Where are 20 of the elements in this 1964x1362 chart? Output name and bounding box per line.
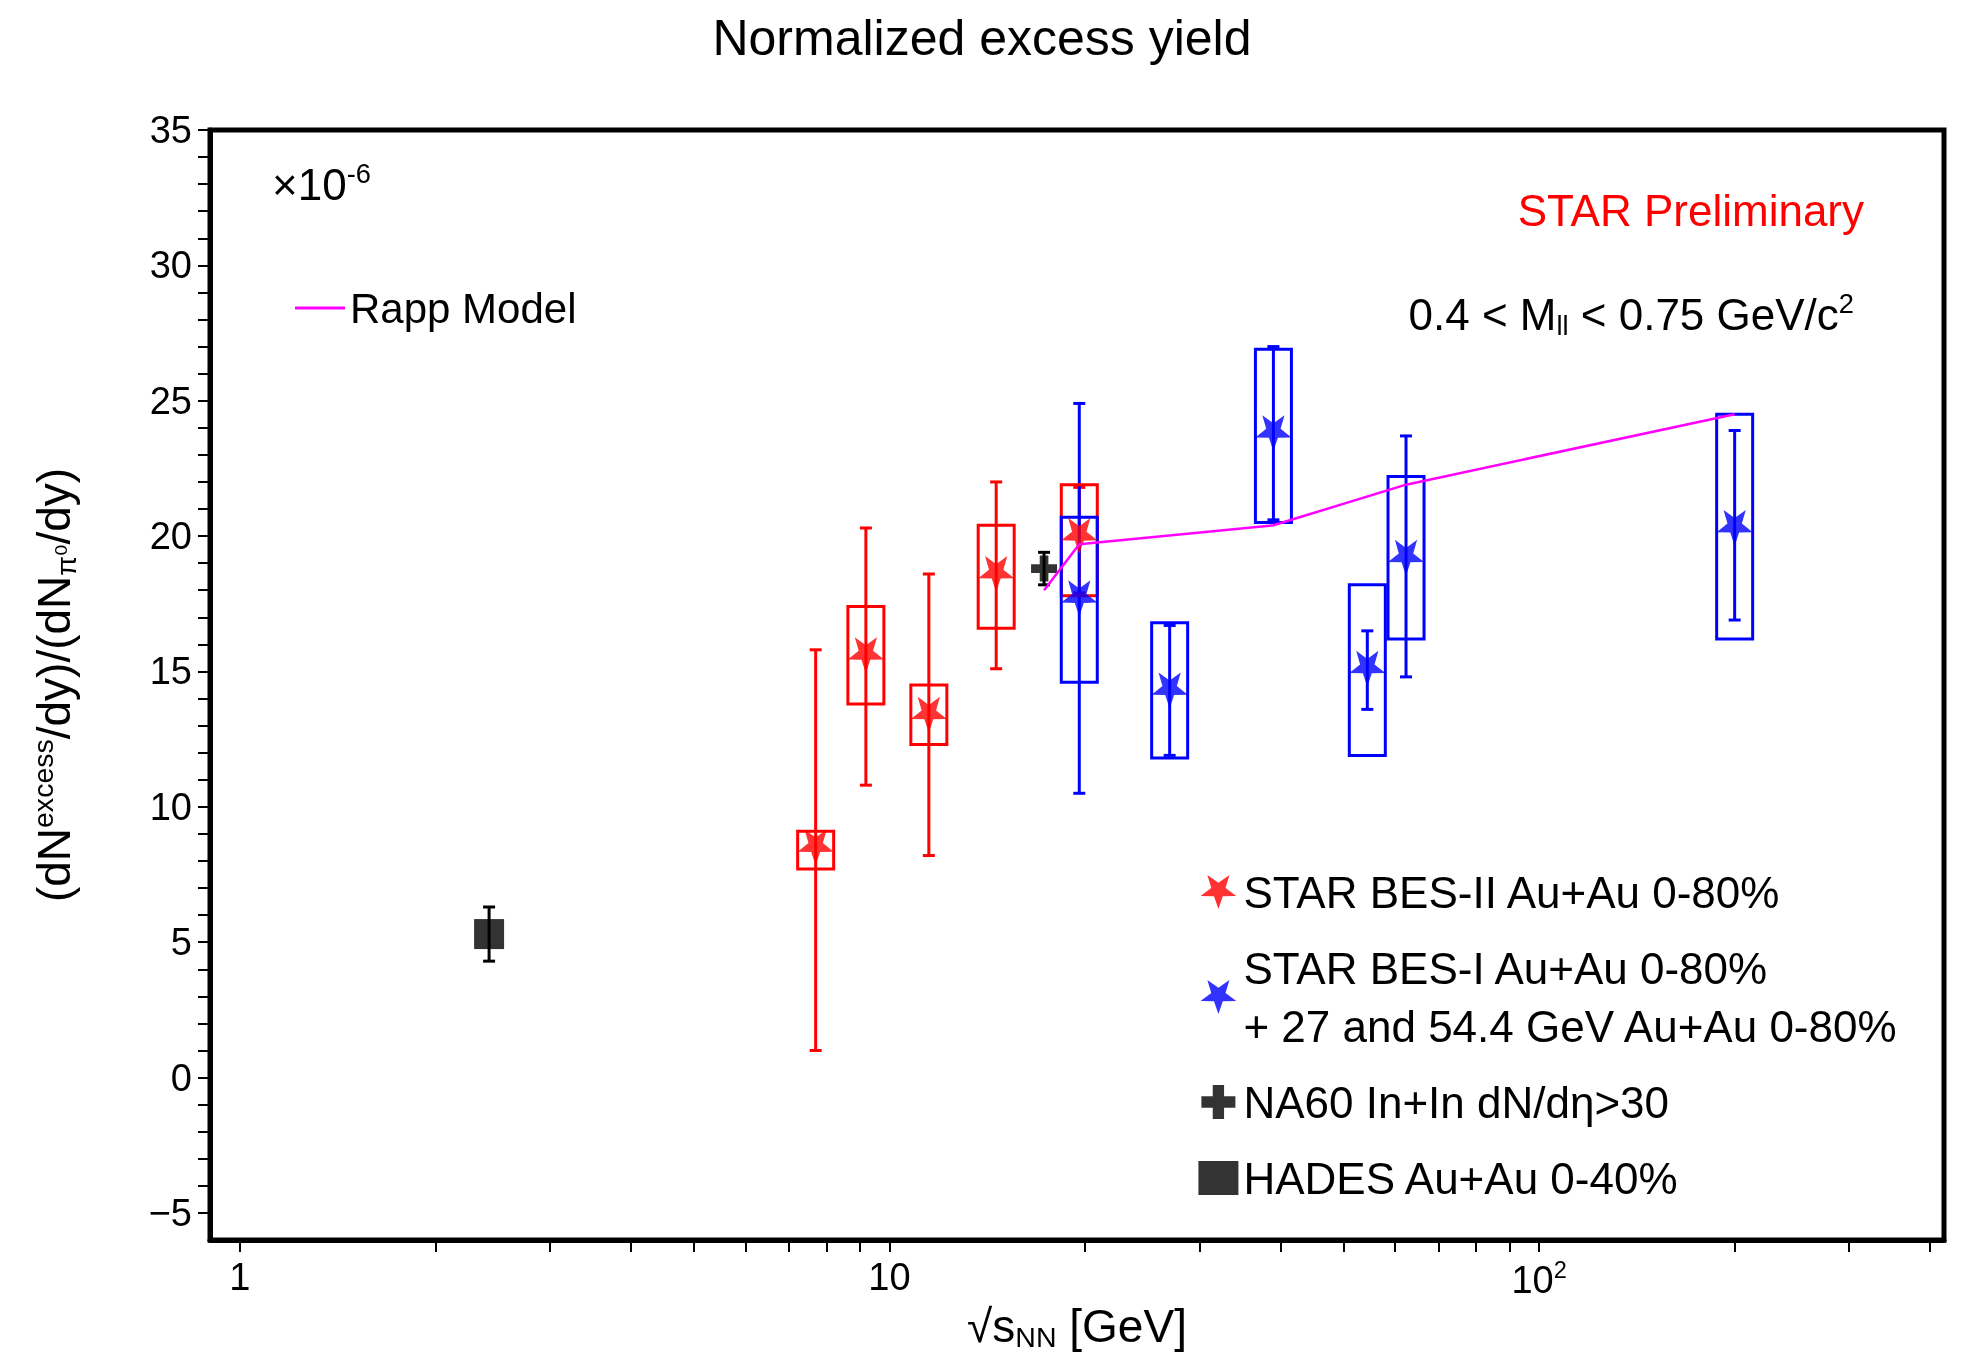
legend-label: STAR BES-II Au+Au 0-80% [1243, 867, 1780, 917]
chart-title: Normalized excess yield [712, 10, 1252, 66]
y-tick-label: 15 [149, 650, 192, 693]
y-tick-label: 5 [170, 921, 192, 964]
y-tick-label: 25 [149, 379, 192, 422]
y-tick-label: 0 [170, 1056, 192, 1099]
y-tick-label: 30 [149, 244, 192, 287]
x-tick-label: 10 [868, 1256, 911, 1298]
legend-label: STAR BES-I Au+Au 0-80% + 27 and 54.4 GeV Au+Au 0-80% [1243, 943, 1897, 1051]
legend-label: Rapp Model [350, 284, 577, 332]
x-tick-label: 1 [229, 1256, 251, 1298]
y-tick-label: 20 [149, 515, 192, 558]
legend-label: NA60 In+In dN/dη>30 [1243, 1077, 1670, 1127]
y-tick-label: 35 [149, 109, 192, 151]
y-tick-label: −5 [148, 1191, 192, 1234]
y-tick-label: 10 [149, 785, 192, 828]
y-axis-title: (dNexcess/dy)/(dNπ⁰/dy) [26, 467, 82, 903]
annotation: STAR Preliminary [1517, 185, 1865, 235]
x-axis-title: √sNN [GeV] [967, 1300, 1187, 1353]
legend-label: HADES Au+Au 0-40% [1243, 1153, 1678, 1203]
